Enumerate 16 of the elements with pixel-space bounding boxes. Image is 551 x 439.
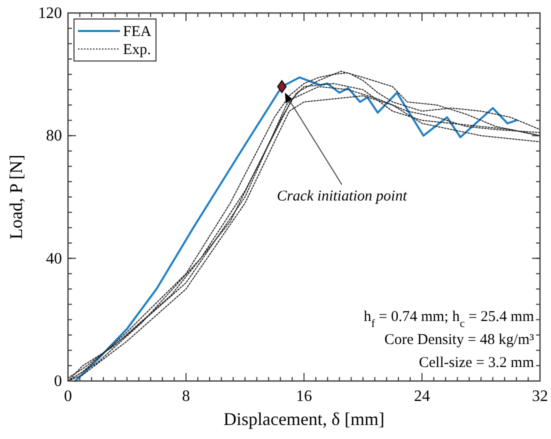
x-axis-title: Displacement, δ [mm] xyxy=(224,409,384,429)
y-tick-label: 0 xyxy=(54,373,62,390)
x-tick-label: 8 xyxy=(182,388,190,405)
y-axis-title: Load, P [N] xyxy=(6,154,26,240)
x-tick-label: 24 xyxy=(414,388,430,405)
annotation: Cell-size = 3.2 mm xyxy=(418,355,534,371)
x-tick-label: 16 xyxy=(296,388,312,405)
y-tick-label: 120 xyxy=(38,5,62,22)
x-tick-label: 32 xyxy=(532,388,548,405)
y-tick-label: 80 xyxy=(46,128,62,145)
annotation: Core Density = 48 kg/m³ xyxy=(384,332,534,348)
y-tick-label: 40 xyxy=(46,250,62,268)
annotation: Crack initiation point xyxy=(276,188,408,205)
legend-label: FEA xyxy=(123,24,152,40)
annotation: h$_{f}$ = 0.74 mm; h$_{c}$ = 25.4 mm xyxy=(364,309,534,330)
legend-label: Exp. xyxy=(123,42,151,58)
